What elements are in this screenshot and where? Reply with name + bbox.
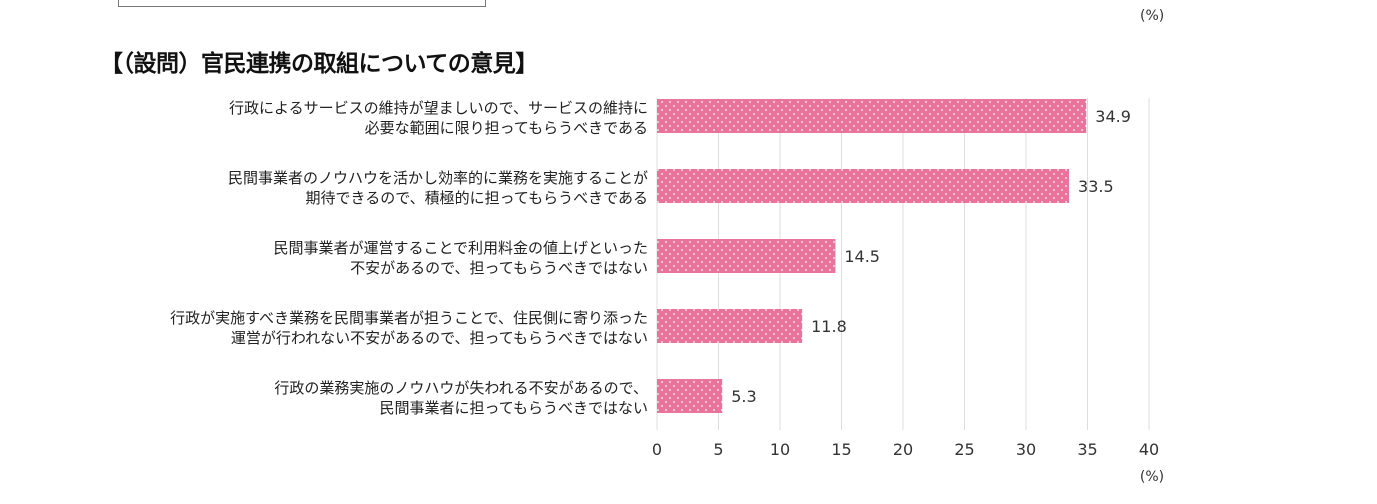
x-tick-label: 20 — [893, 440, 913, 459]
x-axis-label: (%) — [1140, 469, 1164, 485]
category-label: 必要な範囲に限り担ってもらうべきである — [365, 119, 648, 137]
x-tick-label: 15 — [831, 440, 851, 459]
value-label: 5.3 — [731, 387, 756, 406]
x-tick-label: 30 — [1016, 440, 1036, 459]
bar — [657, 239, 836, 273]
unit-label-top: (%) — [1140, 8, 1165, 24]
value-label: 34.9 — [1095, 107, 1131, 126]
category-label: 民間事業者に担ってもらうべきではない — [379, 399, 648, 417]
category-label: 民間事業者のノウハウを活かし効率的に業務を実施することが — [228, 169, 648, 187]
category-label: 運営が行われない不安があるので、担ってもらうべきではない — [231, 329, 648, 347]
bar — [657, 99, 1087, 133]
top-frame — [118, 0, 486, 7]
x-tick-label: 25 — [954, 440, 974, 459]
category-label: 行政の業務実施のノウハウが失われる不安があるので、 — [274, 379, 648, 397]
x-tick-label: 35 — [1077, 440, 1097, 459]
value-label: 33.5 — [1078, 177, 1114, 196]
category-label: 不安があるので、担ってもらうべきではない — [350, 259, 648, 277]
category-label: 期待できるので、積極的に担ってもらうべきである — [306, 189, 648, 207]
x-tick-label: 10 — [770, 440, 790, 459]
category-label: 民間事業者が運営することで利用料金の値上げといった — [273, 239, 648, 257]
category-label: 行政によるサービスの維持が望ましいので、サービスの維持に — [229, 99, 648, 117]
value-label: 11.8 — [811, 317, 847, 336]
x-tick-label: 40 — [1139, 440, 1159, 459]
bar — [657, 169, 1070, 203]
x-tick-label: 0 — [652, 440, 662, 459]
bar — [657, 309, 803, 343]
bar — [657, 379, 723, 413]
chart-title: 【（設問）官民連携の取組についての意見】 — [100, 51, 538, 77]
category-label: 行政が実施すべき業務を民間事業者が担うことで、住民側に寄り添った — [170, 309, 648, 327]
x-tick-label: 5 — [713, 440, 723, 459]
value-label: 14.5 — [844, 247, 880, 266]
